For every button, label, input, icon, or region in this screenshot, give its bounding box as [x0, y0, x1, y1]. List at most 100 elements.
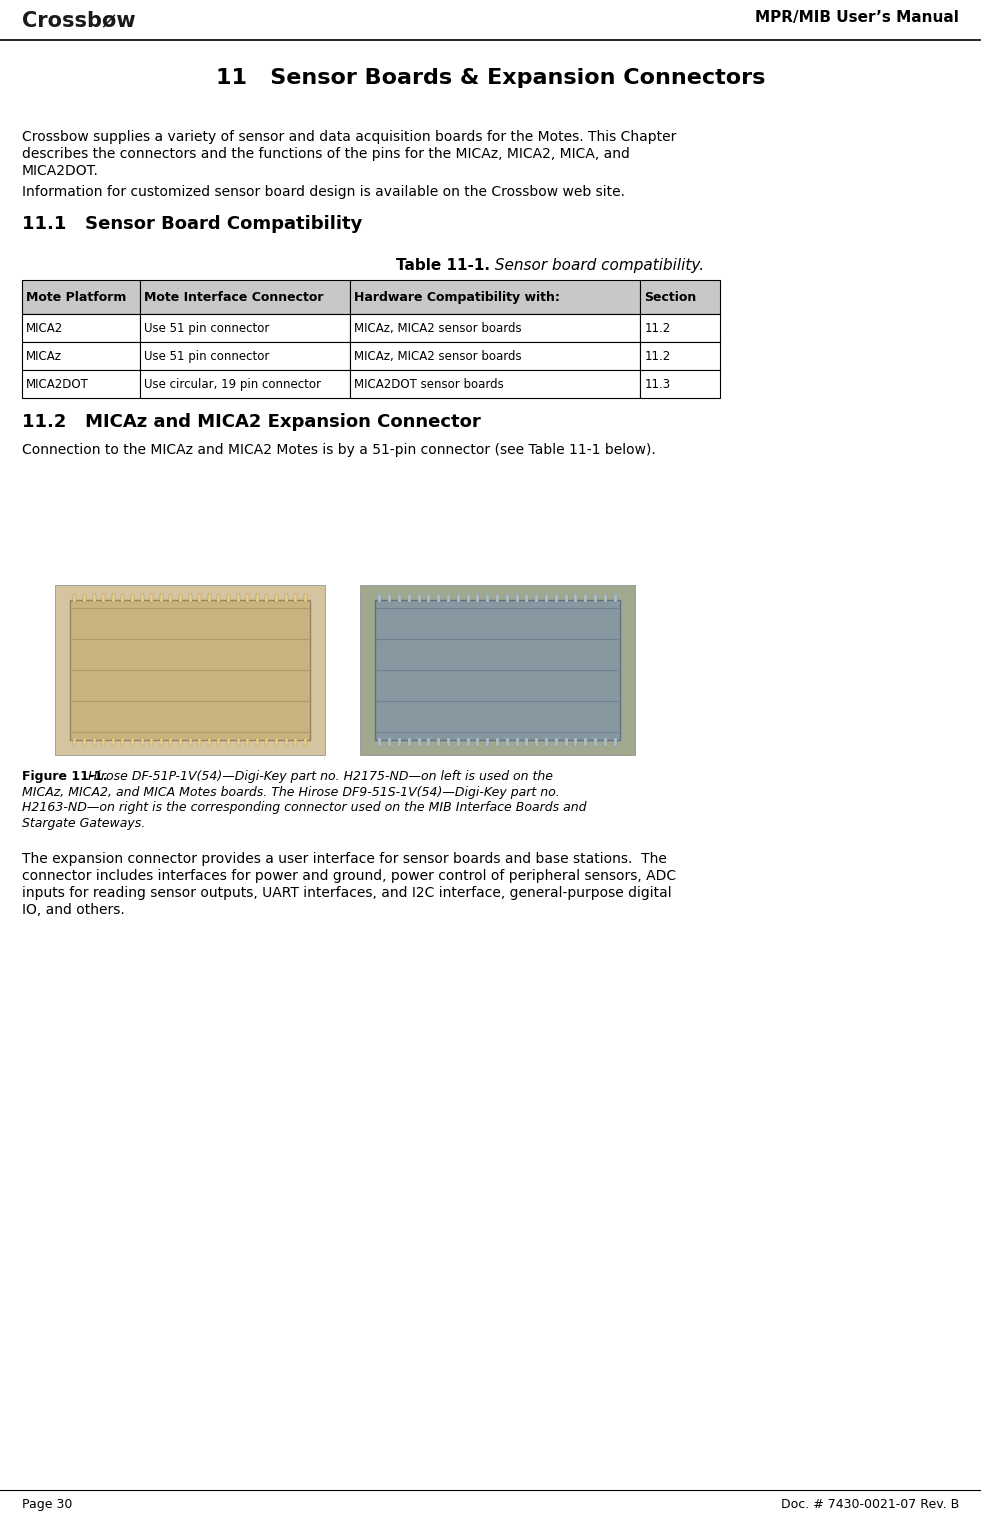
Bar: [22, 314, 140, 343]
Bar: [428, 594, 431, 602]
Bar: [388, 594, 391, 602]
Text: inputs for reading sensor outputs, UART interfaces, and I2C interface, general-p: inputs for reading sensor outputs, UART …: [22, 886, 672, 900]
Bar: [545, 594, 548, 602]
Bar: [140, 594, 143, 602]
Bar: [150, 739, 153, 746]
Bar: [140, 314, 350, 343]
Text: MICA2DOT: MICA2DOT: [26, 378, 89, 390]
Text: IO, and others.: IO, and others.: [22, 903, 125, 917]
Text: 11.2   MICAz and MICA2 Expansion Connector: 11.2 MICAz and MICA2 Expansion Connector: [22, 413, 481, 431]
Text: Page 30: Page 30: [22, 1499, 73, 1511]
Text: Figure 11-1.: Figure 11-1.: [22, 771, 108, 783]
Bar: [613, 594, 617, 602]
Bar: [536, 739, 539, 746]
Text: MICA2DOT sensor boards: MICA2DOT sensor boards: [354, 378, 503, 390]
Bar: [594, 739, 597, 746]
Text: MICAz, MICA2 sensor boards: MICAz, MICA2 sensor boards: [354, 321, 522, 335]
Bar: [150, 594, 153, 602]
Bar: [160, 594, 163, 602]
Text: Stargate Gateways.: Stargate Gateways.: [22, 816, 145, 830]
Bar: [92, 739, 95, 746]
Bar: [516, 594, 519, 602]
Bar: [457, 594, 460, 602]
Bar: [198, 594, 201, 602]
Text: MICA2DOT.: MICA2DOT.: [22, 164, 99, 178]
Text: MICAz, MICA2, and MICA Motes boards. The Hirose DF9-51S-1V(54)—Digi-Key part no.: MICAz, MICA2, and MICA Motes boards. The…: [22, 786, 560, 798]
Bar: [102, 594, 105, 602]
Bar: [641, 314, 720, 343]
Bar: [122, 739, 125, 746]
Bar: [112, 594, 115, 602]
Bar: [22, 280, 140, 314]
Text: Mote Interface Connector: Mote Interface Connector: [144, 291, 324, 303]
Bar: [102, 739, 105, 746]
Text: Connection to the MICAz and MICA2 Motes is by a 51-pin connector (see Table 11-1: Connection to the MICAz and MICA2 Motes …: [22, 443, 655, 457]
Bar: [565, 739, 568, 746]
Bar: [398, 739, 401, 746]
Bar: [256, 594, 259, 602]
Bar: [304, 739, 307, 746]
Bar: [360, 585, 635, 755]
Bar: [140, 370, 350, 398]
Text: Table 11-1.: Table 11-1.: [396, 257, 490, 273]
Bar: [275, 739, 278, 746]
Bar: [304, 594, 307, 602]
Bar: [438, 739, 440, 746]
Bar: [83, 739, 86, 746]
Bar: [275, 594, 278, 602]
Bar: [188, 739, 191, 746]
Bar: [284, 594, 287, 602]
Text: Use 51 pin connector: Use 51 pin connector: [144, 349, 270, 362]
Bar: [350, 280, 641, 314]
Text: Crossbow supplies a variety of sensor and data acquisition boards for the Motes.: Crossbow supplies a variety of sensor an…: [22, 129, 676, 145]
Text: Section: Section: [645, 291, 697, 303]
Bar: [208, 739, 211, 746]
Bar: [130, 594, 133, 602]
Bar: [536, 594, 539, 602]
Bar: [447, 594, 450, 602]
Bar: [641, 343, 720, 370]
Bar: [74, 594, 77, 602]
Text: describes the connectors and the functions of the pins for the MICAz, MICA2, MIC: describes the connectors and the functio…: [22, 148, 630, 161]
Bar: [294, 739, 297, 746]
Bar: [246, 594, 249, 602]
Bar: [594, 594, 597, 602]
Bar: [613, 739, 617, 746]
Text: Sensor board compatibility.: Sensor board compatibility.: [490, 257, 704, 273]
Bar: [236, 739, 239, 746]
Text: Use circular, 19 pin connector: Use circular, 19 pin connector: [144, 378, 321, 390]
Text: MICA2: MICA2: [26, 321, 63, 335]
Bar: [122, 594, 125, 602]
Text: Information for customized sensor board design is available on the Crossbow web : Information for customized sensor board …: [22, 184, 625, 200]
Text: Doc. # 7430-0021-07 Rev. B: Doc. # 7430-0021-07 Rev. B: [781, 1499, 959, 1511]
Text: 11   Sensor Boards & Expansion Connectors: 11 Sensor Boards & Expansion Connectors: [216, 69, 765, 88]
Bar: [265, 739, 268, 746]
Bar: [516, 739, 519, 746]
Text: 11.3: 11.3: [645, 378, 671, 390]
Bar: [375, 600, 620, 740]
Bar: [575, 594, 578, 602]
Bar: [22, 370, 140, 398]
Bar: [55, 585, 325, 755]
Text: Hardware Compatibility with:: Hardware Compatibility with:: [354, 291, 560, 303]
Text: Mote Platform: Mote Platform: [26, 291, 127, 303]
Bar: [398, 594, 401, 602]
Bar: [555, 594, 558, 602]
Bar: [227, 739, 230, 746]
Bar: [208, 594, 211, 602]
Text: 11.2: 11.2: [645, 349, 671, 362]
Bar: [585, 739, 588, 746]
Bar: [603, 594, 607, 602]
Bar: [179, 739, 181, 746]
Bar: [438, 594, 440, 602]
Bar: [408, 594, 411, 602]
Bar: [140, 343, 350, 370]
Bar: [218, 594, 221, 602]
Bar: [603, 739, 607, 746]
Bar: [496, 739, 499, 746]
Bar: [350, 343, 641, 370]
Bar: [428, 739, 431, 746]
Bar: [83, 594, 86, 602]
Bar: [506, 739, 509, 746]
Bar: [140, 739, 143, 746]
